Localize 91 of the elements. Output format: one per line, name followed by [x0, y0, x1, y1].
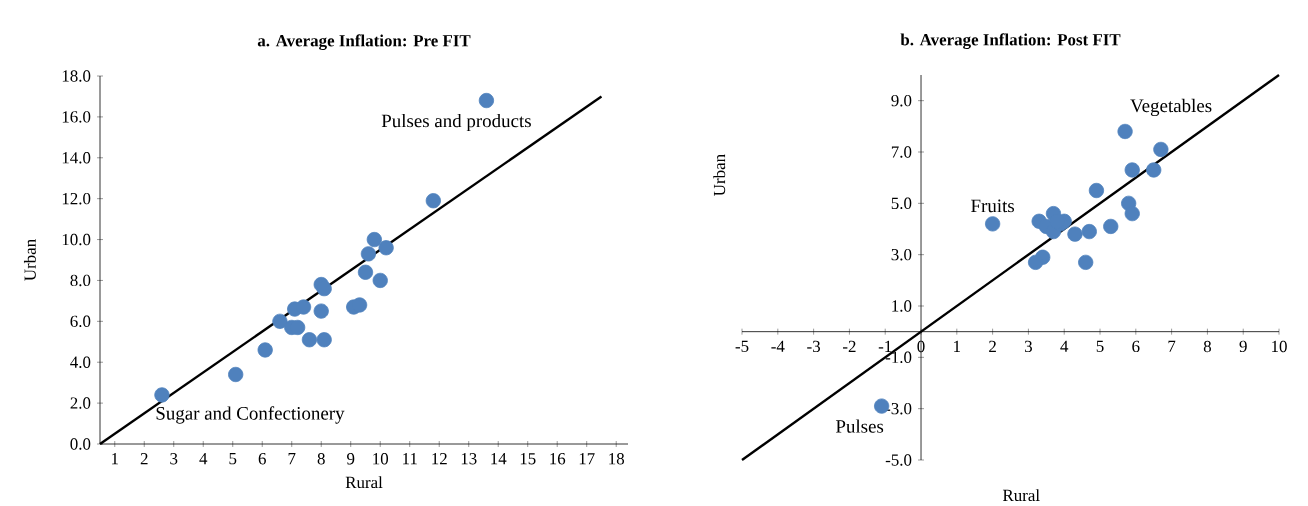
- y-tick-label: -1.0: [885, 351, 912, 364]
- y-tick-label: 3.0: [891, 248, 912, 261]
- point: [313, 303, 329, 319]
- y-tick-label: 8.0: [70, 274, 91, 287]
- point: [357, 264, 374, 280]
- point: [1027, 254, 1044, 270]
- y-tick-label: -5.0: [885, 454, 912, 466]
- x-tick-label: 6: [258, 453, 266, 465]
- x-tick-label: 1: [112, 453, 118, 465]
- x-tick-label: 6: [1132, 340, 1140, 353]
- point: [1088, 182, 1105, 199]
- x-tick-label: 9: [347, 453, 355, 465]
- y-tick-label: 12.0: [62, 192, 91, 205]
- x-tick-label: 7: [288, 453, 296, 465]
- point: [1103, 218, 1119, 235]
- chart-title: b. Average Inflation: Post FIT: [900, 33, 1121, 50]
- y-tick-label: 5.0: [891, 197, 912, 210]
- point: [1124, 206, 1140, 222]
- y-tick-label: 10.0: [62, 233, 91, 246]
- x-tick-label: -1: [878, 340, 892, 352]
- annotation: Fruits: [971, 199, 1015, 213]
- x-tick-label: 14: [491, 453, 507, 465]
- x-tick-label: 15: [520, 453, 536, 465]
- x-tick-label: 5: [1096, 340, 1104, 352]
- point: [301, 332, 318, 348]
- x-tick-label: 11: [403, 453, 417, 465]
- point: [478, 92, 495, 109]
- annotation: Sugar and Confectionery: [156, 406, 345, 424]
- point: [295, 299, 312, 315]
- point: [372, 272, 388, 289]
- y-tick-label: 2.0: [70, 397, 91, 409]
- y-tick-label: 18.0: [62, 70, 91, 82]
- y-tick-label: 4.0: [70, 356, 91, 368]
- point: [1146, 162, 1162, 178]
- point: [316, 332, 332, 348]
- point: [1153, 141, 1169, 158]
- point: [257, 342, 273, 358]
- x-tick-label: 3: [170, 453, 178, 465]
- point: [360, 246, 377, 262]
- y-tick-label: 1.0: [892, 300, 912, 312]
- x-tick-label: 3: [1024, 340, 1032, 353]
- y-tick-label: 9.0: [891, 94, 912, 107]
- point: [228, 366, 244, 383]
- y-tick-label: 7.0: [891, 146, 912, 158]
- point: [1117, 123, 1133, 140]
- point: [154, 387, 170, 403]
- x-tick-label: 0: [917, 340, 925, 353]
- y-tick-label: 0.0: [70, 438, 91, 450]
- point: [985, 216, 1001, 232]
- annotation: Pulses and products: [381, 113, 531, 132]
- x-tick-label: 4: [199, 453, 208, 465]
- x-tick-label: -4: [771, 340, 785, 352]
- x-tick-label: 9: [1239, 340, 1247, 353]
- x-tick-label: 5: [229, 453, 237, 465]
- x-tick-label: 10: [373, 453, 389, 465]
- x-tick-label: 2: [989, 340, 996, 352]
- x-tick-label: 2: [140, 453, 148, 465]
- point: [272, 313, 288, 329]
- x-tick-label: 8: [1203, 340, 1211, 353]
- x-tick-label: 18: [609, 453, 625, 465]
- y-tick-label: 16.0: [62, 111, 91, 123]
- point: [366, 231, 382, 248]
- x-tick-label: 13: [461, 453, 477, 465]
- x-axis-title: Rural: [345, 476, 383, 489]
- y-tick-label: -3.0: [885, 402, 912, 415]
- point: [425, 193, 441, 209]
- x-axis-title: Rural: [1002, 489, 1040, 502]
- x-tick-label: -3: [807, 340, 821, 353]
- x-tick-label: 17: [579, 453, 595, 465]
- x-tick-label: -5: [735, 340, 749, 352]
- x-tick-label: 16: [550, 453, 566, 465]
- y-axis-title: Urban: [23, 239, 36, 281]
- annotation: Pulses: [835, 419, 884, 433]
- point: [1124, 162, 1140, 178]
- x-tick-label: 12: [432, 453, 447, 465]
- x-tick-label: -2: [842, 340, 856, 352]
- y-tick-label: 6.0: [70, 315, 91, 328]
- point: [378, 240, 394, 256]
- x-tick-label: 10: [1272, 340, 1287, 353]
- x-tick-label: 8: [317, 453, 325, 465]
- x-tick-label: 7: [1168, 340, 1176, 352]
- point: [1067, 226, 1083, 242]
- annotation: Vegetables: [1130, 98, 1212, 117]
- chart-title: a. Average Inflation: Pre FIT: [257, 34, 471, 51]
- point: [316, 281, 332, 297]
- x-tick-label: 1: [954, 340, 961, 352]
- y-axis-title: Urban: [713, 154, 726, 196]
- x-tick-label: 4: [1060, 340, 1069, 352]
- point: [1081, 223, 1097, 240]
- point: [1078, 254, 1094, 270]
- y-tick-label: 14.0: [62, 152, 91, 164]
